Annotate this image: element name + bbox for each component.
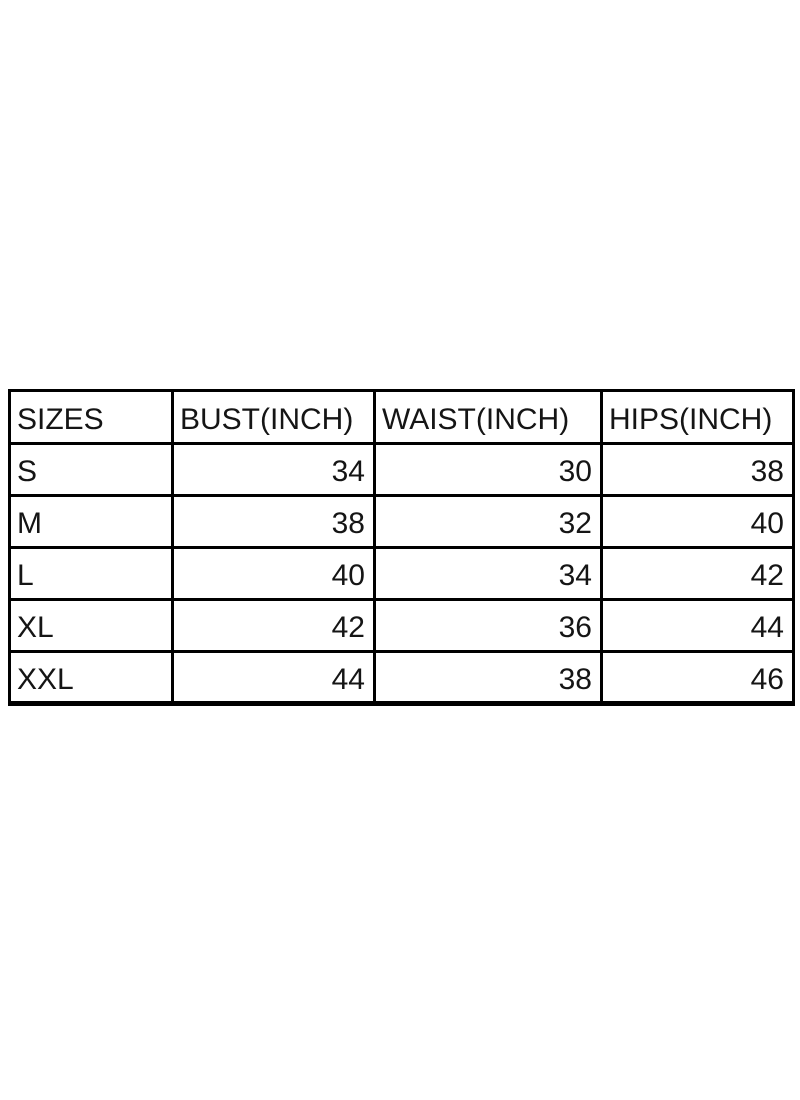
cell-size: M (8, 494, 174, 549)
cell-bust: 38 (171, 494, 376, 549)
header-row: SIZES BUST(INCH) WAIST(INCH) HIPS(INCH) (8, 389, 795, 445)
table-row: S 34 30 38 (8, 442, 795, 497)
column-header-waist: WAIST(INCH) (373, 389, 603, 445)
cell-size: XXL (8, 650, 174, 705)
cell-hips: 42 (600, 546, 795, 601)
cell-bust: 44 (171, 650, 376, 705)
cell-size: L (8, 546, 174, 601)
cell-bust: 42 (171, 598, 376, 653)
column-header-sizes: SIZES (8, 389, 174, 445)
cell-hips: 40 (600, 494, 795, 549)
cell-hips: 44 (600, 598, 795, 653)
cell-bust: 34 (171, 442, 376, 497)
cell-waist: 38 (373, 650, 603, 705)
cell-waist: 30 (373, 442, 603, 497)
cell-hips: 38 (600, 442, 795, 497)
table-row: XL 42 36 44 (8, 598, 795, 653)
table-row: M 38 32 40 (8, 494, 795, 549)
table-row: XXL 44 38 46 (8, 650, 795, 705)
size-chart-table: SIZES BUST(INCH) WAIST(INCH) HIPS(INCH) … (8, 389, 795, 706)
cell-hips: 46 (600, 650, 795, 705)
cell-waist: 36 (373, 598, 603, 653)
cell-bust: 40 (171, 546, 376, 601)
cell-waist: 34 (373, 546, 603, 601)
cell-size: S (8, 442, 174, 497)
cell-size: XL (8, 598, 174, 653)
column-header-hips: HIPS(INCH) (600, 389, 795, 445)
cell-waist: 32 (373, 494, 603, 549)
table-row: L 40 34 42 (8, 546, 795, 601)
column-header-bust: BUST(INCH) (171, 389, 376, 445)
